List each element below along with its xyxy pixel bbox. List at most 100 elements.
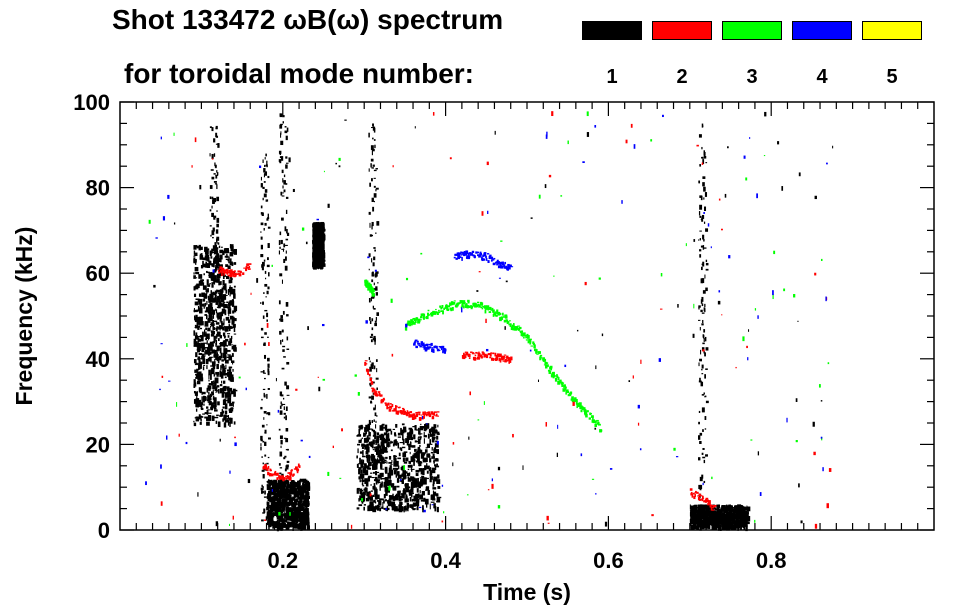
spectral-point (496, 353, 500, 358)
spectral-point (202, 397, 205, 403)
spectral-point (419, 477, 421, 479)
spectral-point (705, 454, 708, 457)
spectral-point (754, 308, 757, 311)
spectral-point (371, 503, 374, 508)
spectral-point (160, 343, 163, 345)
spectral-point (727, 507, 730, 511)
spectral-point (233, 327, 236, 332)
spectral-point (264, 164, 266, 167)
spectral-point (364, 361, 367, 366)
spectral-point (226, 306, 231, 309)
spectral-point (388, 485, 391, 491)
spectral-point (217, 304, 220, 308)
spectral-point (566, 390, 570, 394)
spectral-point (221, 272, 223, 277)
spectral-point (373, 407, 376, 411)
spectral-point (690, 491, 693, 495)
spectral-point (299, 521, 304, 525)
spectral-point (412, 426, 416, 428)
spectral-point (405, 438, 410, 444)
spectral-point (530, 345, 534, 347)
spectral-point (410, 489, 414, 493)
spectral-point (387, 481, 391, 486)
spectral-point (384, 459, 387, 462)
spectral-point (503, 356, 506, 358)
spectral-point (229, 470, 231, 474)
spectral-point (394, 494, 399, 501)
spectral-point (273, 482, 277, 488)
spectral-point (701, 364, 704, 369)
spectral-point (207, 288, 209, 293)
spectral-point (628, 380, 631, 383)
spectral-point (388, 467, 391, 471)
spectral-point (306, 487, 311, 491)
spectral-point (419, 426, 424, 431)
spectral-point (577, 402, 580, 405)
spectral-point (219, 371, 223, 377)
spectral-point (639, 448, 642, 451)
spectral-point (371, 197, 374, 202)
spectral-point (213, 217, 216, 220)
spectral-point (418, 436, 420, 439)
spectral-point (422, 425, 426, 429)
spectral-point (374, 463, 377, 470)
spectral-point (363, 437, 368, 443)
spectral-point (372, 137, 374, 140)
spectral-point (228, 368, 232, 373)
spectral-point (698, 134, 702, 138)
spectral-point (677, 304, 679, 308)
spectral-point (196, 320, 201, 325)
spectral-point (418, 433, 423, 435)
spectral-point (273, 506, 276, 509)
spectral-point (207, 357, 211, 362)
spectral-point (429, 478, 432, 483)
spectral-point (390, 407, 393, 409)
spectral-point (544, 184, 547, 189)
spectral-point (268, 472, 272, 477)
spectral-point (212, 365, 216, 370)
spectral-point (374, 404, 376, 410)
spectral-point (312, 232, 315, 236)
spectral-point (223, 345, 226, 348)
spectral-point (358, 463, 362, 465)
spectral-point (211, 324, 215, 327)
spectral-point (285, 511, 287, 514)
spectral-point (262, 462, 264, 465)
spectral-point (312, 230, 316, 234)
spectral-point (705, 287, 708, 292)
spectral-point (432, 431, 435, 437)
spectral-point (206, 315, 208, 320)
spectral-point (282, 505, 286, 511)
spectral-point (215, 309, 218, 314)
spectral-point (208, 380, 210, 382)
spectral-point (364, 487, 367, 490)
spectral-point (488, 311, 492, 314)
spectral-point (231, 390, 234, 395)
spectral-point (546, 364, 549, 367)
spectral-point (365, 424, 368, 430)
spectral-point (212, 320, 215, 324)
spectral-point (702, 214, 705, 219)
spectral-point (467, 252, 470, 256)
spectral-point (388, 408, 392, 412)
spectral-point (412, 459, 416, 462)
spectral-point (373, 288, 376, 291)
spectral-point (430, 451, 434, 454)
spectral-point (226, 269, 229, 274)
spectral-point (279, 522, 281, 528)
spectral-point (231, 345, 235, 350)
spectral-point (267, 456, 270, 459)
spectral-point (284, 130, 288, 134)
spectral-point (391, 441, 394, 444)
spectral-point (374, 494, 378, 500)
spectral-point (439, 305, 442, 308)
spectral-point (209, 185, 213, 189)
spectral-point (694, 494, 696, 497)
spectral-point (371, 272, 374, 277)
spectral-point (215, 308, 217, 312)
spectral-point (207, 412, 212, 414)
spectral-point (205, 307, 209, 312)
spectral-point (524, 334, 528, 337)
spectral-point (699, 254, 702, 258)
spectral-point (243, 267, 247, 269)
